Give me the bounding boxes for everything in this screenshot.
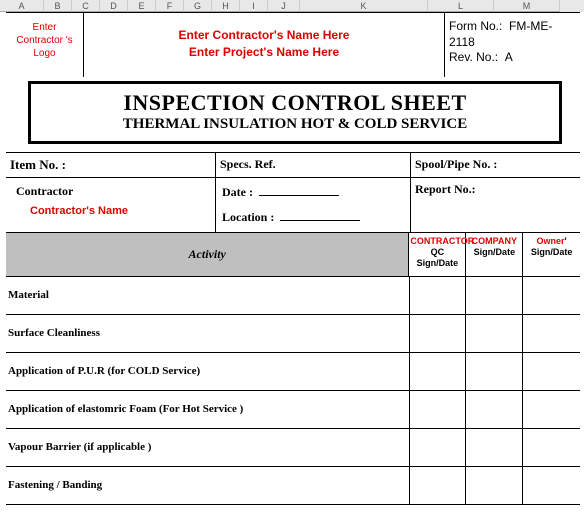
signature-cell[interactable] — [466, 391, 523, 428]
column-header-J[interactable]: J — [268, 0, 300, 12]
activity-cell: Material — [6, 277, 410, 314]
column-header-C[interactable]: C — [72, 0, 100, 12]
column-header-G[interactable]: G — [184, 0, 212, 12]
signature-cell[interactable] — [410, 467, 467, 504]
column-header-I[interactable]: I — [240, 0, 268, 12]
signature-cell[interactable] — [410, 353, 467, 390]
column-header-K[interactable]: K — [300, 0, 428, 12]
sign-header-contractor: CONTRACTOR QC Sign/Date — [409, 233, 466, 276]
signature-cell[interactable] — [466, 277, 523, 314]
signature-cell[interactable] — [523, 429, 580, 466]
signature-cell[interactable] — [523, 353, 580, 390]
signature-cell[interactable] — [410, 429, 467, 466]
activity-cell: Surface Cleanliness — [6, 315, 410, 352]
rev-no-label: Rev. No.: — [449, 50, 498, 64]
activity-cell: Vapour Barrier (if applicable ) — [6, 429, 410, 466]
signature-cell[interactable] — [466, 467, 523, 504]
activity-cell: Fastening / Banding — [6, 467, 410, 504]
date-location-cell: Date : Location : — [216, 178, 411, 232]
signature-cell[interactable] — [523, 277, 580, 314]
column-header-A[interactable]: A — [0, 0, 44, 12]
activity-cell: Application of elastomric Foam (For Hot … — [6, 391, 410, 428]
form-number-box: Form No.: FM-ME-2118 Rev. No.: A — [445, 13, 580, 77]
signature-cell[interactable] — [410, 277, 467, 314]
top-info-row: Enter Contractor 's Logo Enter Contracto… — [6, 12, 580, 77]
info-row-2: Contractor Contractor's Name Date : Loca… — [6, 177, 580, 233]
contractor-cell: Contractor Contractor's Name — [6, 178, 216, 232]
activity-cell: Application of P.U.R (for COLD Service) — [6, 353, 410, 390]
signature-cell[interactable] — [523, 315, 580, 352]
contractor-name-prompt: Enter Contractor's Name Here — [88, 27, 440, 44]
document-title-box: INSPECTION CONTROL SHEET THERMAL INSULAT… — [28, 81, 562, 144]
title-line-2: THERMAL INSULATION HOT & COLD SERVICE — [35, 116, 555, 133]
signature-cell[interactable] — [466, 315, 523, 352]
table-row: Application of elastomric Foam (For Hot … — [6, 391, 580, 429]
spool-pipe-cell: Spool/Pipe No. : — [411, 153, 580, 177]
info-row-1: Item No. : Specs. Ref. Spool/Pipe No. : — [6, 152, 580, 177]
contractor-label: Contractor — [16, 184, 205, 199]
item-no-cell: Item No. : — [6, 153, 216, 177]
signature-cell[interactable] — [523, 391, 580, 428]
sheet-body: Enter Contractor 's Logo Enter Contracto… — [0, 12, 584, 505]
sign-header-owner: Owner' Sign/Date — [523, 233, 580, 276]
column-header-B[interactable]: B — [44, 0, 72, 12]
signature-cell[interactable] — [410, 315, 467, 352]
signature-cell[interactable] — [523, 467, 580, 504]
specs-ref-cell: Specs. Ref. — [216, 153, 411, 177]
location-label: Location : — [222, 210, 274, 224]
sign-header-company: COMPANY Sign/Date — [466, 233, 523, 276]
contractor-project-prompt: Enter Contractor's Name Here Enter Proje… — [84, 13, 445, 77]
signature-cell[interactable] — [466, 429, 523, 466]
column-header-M[interactable]: M — [494, 0, 560, 12]
rev-no-value: A — [505, 50, 513, 64]
activity-header: Activity — [6, 233, 409, 276]
column-header-H[interactable]: H — [212, 0, 240, 12]
column-header-D[interactable]: D — [100, 0, 128, 12]
date-field[interactable] — [259, 195, 339, 196]
date-label: Date : — [222, 185, 253, 199]
logo-placeholder: Enter Contractor 's Logo — [6, 13, 84, 77]
form-no-label: Form No.: — [449, 19, 502, 33]
column-header-E[interactable]: E — [128, 0, 156, 12]
signature-cell[interactable] — [466, 353, 523, 390]
column-header-F[interactable]: F — [156, 0, 184, 12]
location-field[interactable] — [280, 220, 360, 221]
title-line-1: INSPECTION CONTROL SHEET — [35, 90, 555, 116]
table-row: Surface Cleanliness — [6, 315, 580, 353]
table-header-row: Activity CONTRACTOR QC Sign/Date COMPANY… — [6, 233, 580, 277]
table-row: Material — [6, 277, 580, 315]
report-no-cell: Report No.: — [411, 178, 580, 232]
table-row: Application of P.U.R (for COLD Service) — [6, 353, 580, 391]
column-header-L[interactable]: L — [428, 0, 494, 12]
contractor-value: Contractor's Name — [30, 205, 205, 217]
table-row: Vapour Barrier (if applicable ) — [6, 429, 580, 467]
signature-cell[interactable] — [410, 391, 467, 428]
table-row: Fastening / Banding — [6, 467, 580, 505]
spreadsheet-column-headers: ABCDEFGHIJKLM — [0, 0, 584, 12]
project-name-prompt: Enter Project's Name Here — [88, 44, 440, 61]
